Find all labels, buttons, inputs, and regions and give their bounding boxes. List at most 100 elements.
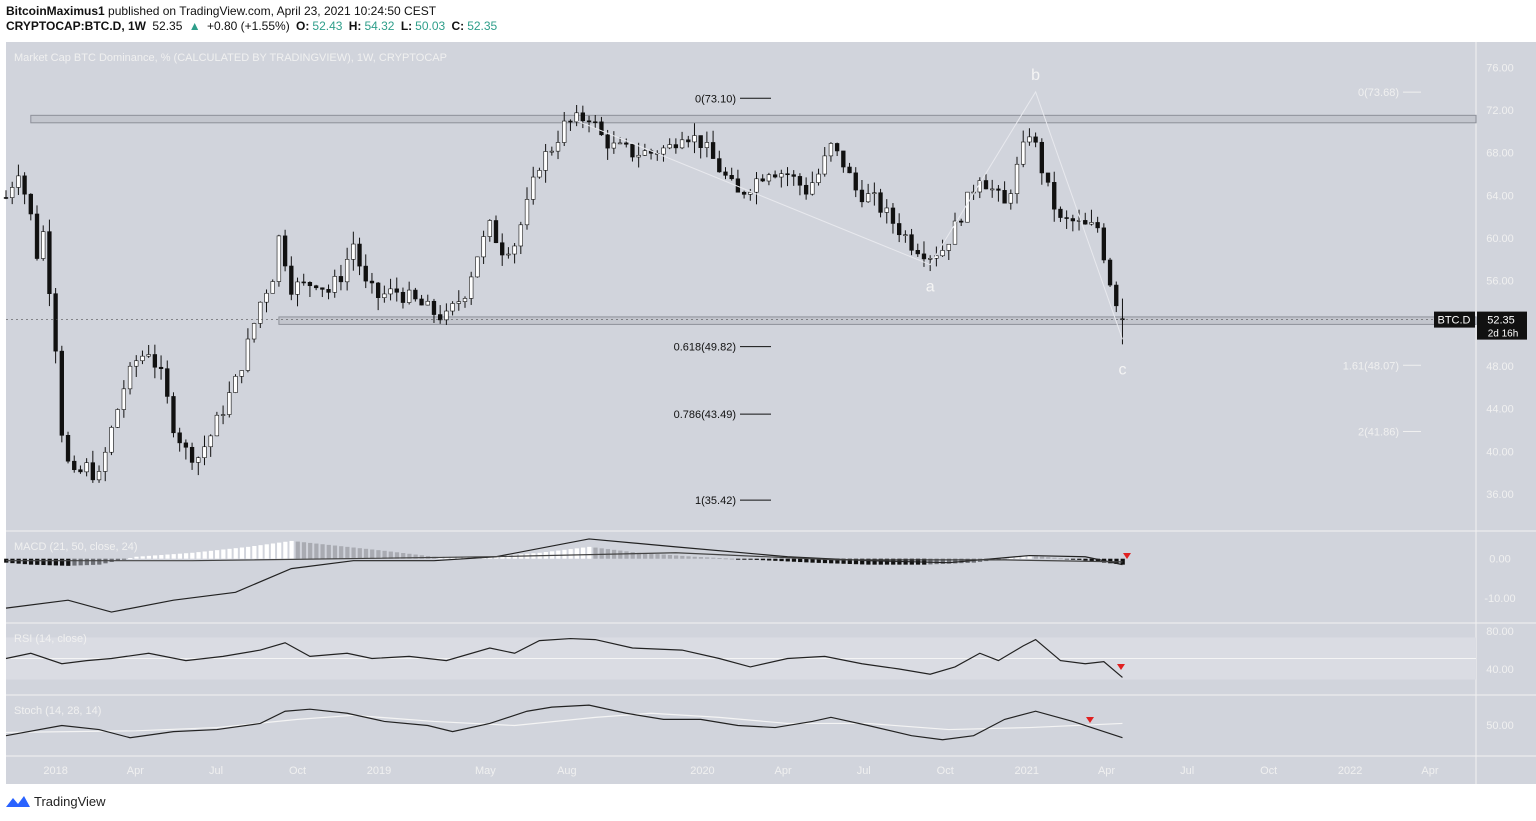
candle: [847, 166, 852, 174]
macd-histogram-bar: [736, 558, 741, 560]
candle: [332, 276, 337, 293]
candle: [797, 176, 803, 186]
macd-histogram-bar: [835, 558, 840, 564]
macd-title: MACD (21, 50, close, 24): [14, 541, 138, 553]
candle: [419, 298, 424, 306]
candle: [22, 175, 27, 195]
candle: [134, 360, 139, 367]
time-axis-tick: Apr: [127, 765, 144, 777]
macd-histogram-bar: [233, 548, 238, 559]
candle: [326, 289, 331, 293]
macd-histogram-bar: [661, 554, 666, 559]
macd-histogram-bar: [816, 558, 821, 563]
macd-histogram-bar: [41, 558, 46, 566]
candle: [748, 191, 753, 195]
candle: [289, 265, 294, 295]
candle: [382, 293, 387, 298]
macd-histogram-bar: [556, 550, 561, 559]
macd-histogram-bar: [574, 548, 579, 559]
macd-histogram-bar: [636, 552, 642, 559]
price-axis-tick: 60.00: [1486, 233, 1514, 245]
candle: [295, 281, 300, 295]
macd-axis-tick: 0.00: [1489, 554, 1510, 566]
macd-histogram-bar: [940, 558, 945, 564]
open-value: 52.43: [312, 19, 343, 33]
high-value: 54.32: [364, 19, 395, 33]
candle: [127, 365, 133, 390]
candle: [276, 235, 282, 282]
time-axis-tick: 2022: [1338, 765, 1362, 777]
candle: [686, 139, 691, 143]
macd-histogram-bar: [860, 558, 865, 565]
candle: [611, 142, 617, 149]
candle: [878, 192, 883, 213]
time-axis-tick: Jul: [1180, 765, 1194, 777]
candle: [450, 303, 455, 312]
macd-histogram-bar: [643, 553, 648, 559]
candle: [171, 396, 176, 434]
candle: [630, 143, 635, 158]
time-axis-tick: 2020: [690, 765, 714, 777]
candle: [444, 310, 449, 321]
candle: [53, 293, 58, 352]
up-arrow-icon: ▲: [188, 19, 201, 33]
macd-histogram-bar: [1108, 558, 1113, 564]
fib-extension-label: 1.61(48.07): [1343, 360, 1399, 372]
macd-histogram-bar: [748, 558, 753, 560]
candle: [394, 288, 399, 293]
macd-histogram-bar: [165, 554, 170, 559]
high-label: H:: [348, 19, 362, 33]
macd-histogram-bar: [345, 546, 350, 559]
candle: [146, 354, 151, 357]
close-value: 52.35: [467, 19, 498, 33]
macd-histogram-bar: [878, 558, 883, 565]
macd-histogram-bar: [407, 553, 412, 559]
candle: [723, 171, 728, 176]
candle: [1027, 136, 1032, 143]
macd-histogram-bar: [686, 556, 691, 559]
macd-histogram-bar: [1052, 557, 1057, 559]
candle: [388, 288, 393, 295]
candle: [518, 224, 523, 247]
candle: [103, 451, 108, 472]
candle: [233, 376, 238, 393]
macd-histogram-bar: [66, 558, 71, 566]
candle: [369, 280, 375, 284]
candle: [438, 314, 443, 321]
candle: [493, 220, 499, 244]
macd-histogram-bar: [692, 556, 697, 559]
axes: 2018 Apr Jul Oct 2019 May Aug 2020 Apr Jul Oct 2021…: [43, 765, 1438, 777]
macd-bearish-marker: [1123, 553, 1131, 559]
macd-histogram-bar: [264, 544, 269, 559]
macd-histogram-bar: [1058, 558, 1063, 560]
macd-histogram-bar: [1039, 556, 1045, 559]
candle: [425, 300, 430, 306]
macd-histogram-bar: [190, 552, 195, 559]
macd-histogram-bar: [239, 547, 245, 559]
candle: [469, 276, 474, 299]
macd-histogram-bar: [357, 548, 362, 559]
candle: [890, 207, 896, 224]
macd-histogram-bar: [822, 558, 828, 564]
macd-histogram-bar: [779, 558, 784, 562]
candle: [431, 300, 437, 315]
macd-histogram-bar: [723, 558, 728, 560]
macd-histogram-bar: [959, 558, 964, 564]
macd-histogram-bar: [28, 558, 34, 565]
fib-retracement-label: 0.618(49.82): [674, 342, 736, 354]
candle: [407, 289, 412, 303]
candle: [506, 253, 511, 256]
macd-histogram-bar: [227, 548, 232, 559]
candle: [220, 414, 226, 416]
fib-extension-label: 2(41.86): [1358, 426, 1399, 438]
macd-histogram-bar: [996, 558, 1001, 560]
macd-histogram-bar: [655, 554, 660, 559]
fib-extension-label: 0(73.68): [1358, 87, 1399, 99]
candle: [320, 287, 325, 290]
tradingview-logo[interactable]: TradingView: [6, 794, 106, 809]
author-name[interactable]: BitcoinMaximus1: [6, 4, 105, 18]
elliott-wave-line: [576, 90, 1123, 340]
candle: [456, 301, 461, 304]
macd-histogram-bar: [494, 556, 499, 559]
